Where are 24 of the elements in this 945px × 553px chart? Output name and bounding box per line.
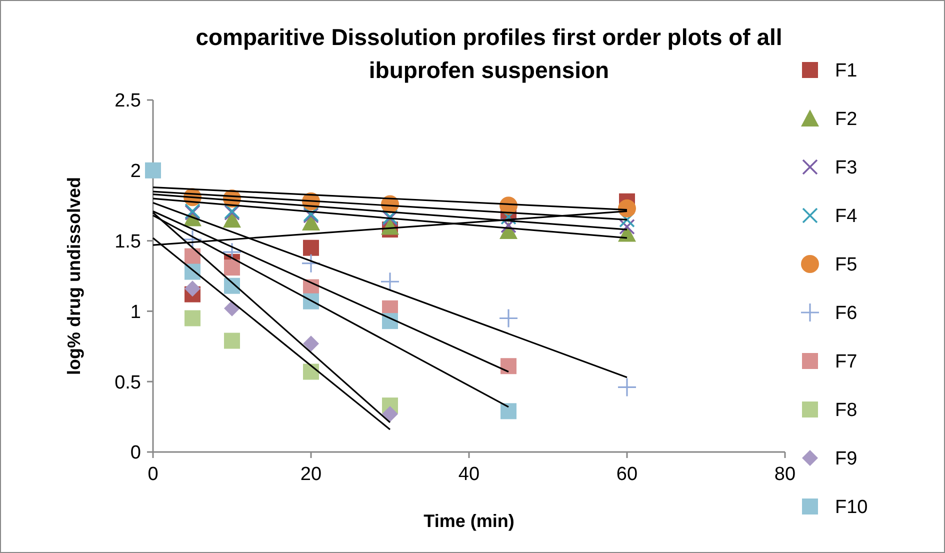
y-axis-title: log% drug undissolved bbox=[64, 176, 84, 376]
x-tick-label: 40 bbox=[458, 464, 480, 485]
x-tick-label: 60 bbox=[616, 464, 638, 485]
legend-label: F6 bbox=[835, 303, 858, 324]
legend-label: F5 bbox=[835, 254, 858, 276]
x-tick-label: 0 bbox=[148, 464, 158, 485]
chart-title: comparitive Dissolution profiles first order plots of all ibuprofen suspension bbox=[196, 24, 782, 83]
legend-label: F9 bbox=[835, 448, 858, 470]
x-axis-title: Time (min) bbox=[424, 511, 514, 531]
y-tick-label: 1.5 bbox=[114, 231, 141, 252]
y-tick-label: 2 bbox=[130, 161, 141, 182]
legend-label: F10 bbox=[835, 497, 868, 518]
legend-label: F2 bbox=[835, 109, 858, 130]
y-tick-label: 2.5 bbox=[114, 90, 141, 112]
y-tick-label: 0.5 bbox=[114, 372, 141, 394]
y-tick-label: 1 bbox=[130, 302, 141, 323]
legend-label: F3 bbox=[835, 158, 858, 179]
legend-label: F8 bbox=[835, 400, 858, 422]
y-tick-label: 0 bbox=[130, 442, 141, 464]
x-tick-label: 20 bbox=[300, 464, 322, 485]
x-tick-label: 80 bbox=[774, 464, 796, 485]
legend-label: F1 bbox=[835, 60, 858, 82]
legend-label: F7 bbox=[835, 352, 858, 373]
legend-label: F4 bbox=[835, 206, 858, 228]
